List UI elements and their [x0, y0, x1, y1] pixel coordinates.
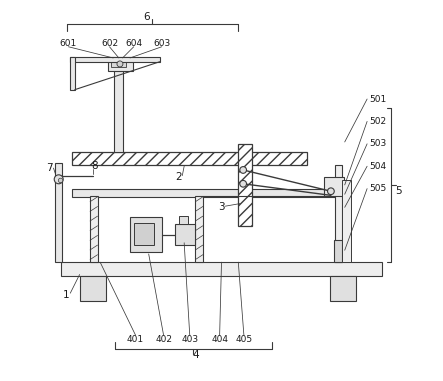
Text: 2: 2 — [175, 173, 182, 182]
Circle shape — [117, 61, 123, 67]
Text: 604: 604 — [125, 38, 142, 48]
Bar — [80, 276, 106, 301]
Bar — [111, 59, 126, 67]
Text: 4: 4 — [192, 350, 198, 360]
Text: 402: 402 — [155, 335, 172, 344]
Text: 5: 5 — [396, 186, 402, 195]
Text: 404: 404 — [211, 335, 228, 344]
Text: 603: 603 — [153, 38, 171, 48]
Text: 7: 7 — [46, 163, 52, 173]
Bar — [70, 57, 160, 62]
Bar — [55, 163, 62, 262]
Text: 3: 3 — [218, 202, 225, 212]
Text: 8: 8 — [91, 161, 98, 171]
Bar — [72, 189, 339, 197]
Text: 502: 502 — [369, 117, 386, 126]
Bar — [61, 262, 382, 276]
Circle shape — [240, 166, 246, 173]
Text: 602: 602 — [101, 38, 118, 48]
Text: 401: 401 — [127, 335, 144, 344]
Circle shape — [54, 175, 63, 184]
Text: 501: 501 — [369, 94, 386, 104]
Text: 503: 503 — [369, 139, 386, 148]
Text: 601: 601 — [60, 38, 77, 48]
Bar — [70, 57, 75, 90]
Text: 403: 403 — [181, 335, 198, 344]
Bar — [130, 217, 162, 252]
Text: 504: 504 — [369, 162, 386, 171]
Text: 6: 6 — [144, 12, 150, 22]
Bar — [324, 177, 344, 196]
Bar — [195, 196, 203, 262]
Bar — [114, 62, 123, 152]
Bar — [334, 240, 342, 262]
Circle shape — [327, 188, 334, 195]
Bar — [90, 196, 97, 262]
Bar — [134, 223, 154, 245]
Bar — [108, 57, 133, 71]
Bar — [238, 144, 253, 226]
Text: 505: 505 — [369, 184, 386, 193]
Bar — [72, 152, 307, 165]
Text: 405: 405 — [235, 335, 253, 344]
Bar — [175, 224, 195, 245]
Bar — [342, 180, 351, 262]
Circle shape — [240, 181, 246, 187]
Bar — [330, 276, 356, 301]
Bar — [335, 165, 342, 262]
Circle shape — [58, 178, 63, 182]
Text: 1: 1 — [63, 290, 70, 300]
Bar — [179, 216, 188, 224]
